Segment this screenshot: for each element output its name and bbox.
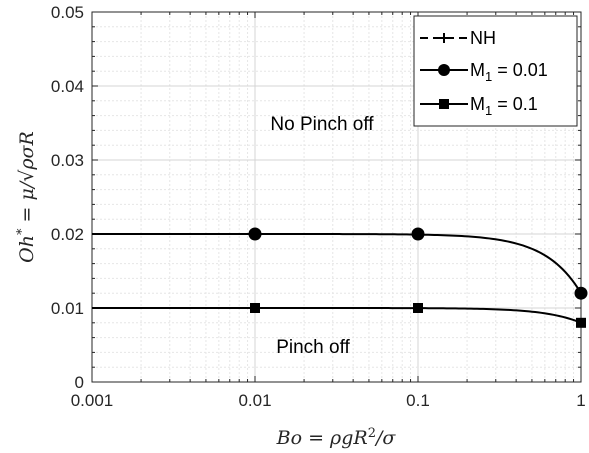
x-tick-label: 0.001 — [71, 391, 114, 410]
y-tick-label: 0.02 — [51, 225, 84, 244]
data-point-circle — [248, 227, 262, 241]
y-axis-label-group: Oh* = μ/√ρσR — [15, 131, 38, 263]
annotation-no-pinch-off: No Pinch off — [270, 114, 374, 135]
y-axis-label: Oh* = μ/√ρσR — [15, 131, 38, 263]
series-line-1 — [92, 233, 582, 294]
data-point-square — [576, 317, 586, 328]
series-layer — [92, 227, 588, 328]
y-tick-label: 0 — [75, 373, 84, 392]
axis-ticks: 0.001 0.01 0.1 1 0 0.01 0.02 0.03 0.04 0.05 — [51, 3, 586, 410]
x-tick-label: 1 — [576, 391, 585, 410]
y-tick-label: 0.04 — [51, 77, 84, 96]
data-point-circle — [411, 227, 425, 241]
plot-area — [91, 11, 582, 383]
legend-item-nh: NH — [420, 28, 496, 48]
legend-marker-plus — [439, 33, 449, 43]
data-point-square — [413, 303, 423, 313]
x-tick-label: 0.1 — [406, 391, 430, 410]
y-tick-label: 0.01 — [51, 299, 84, 318]
legend-marker-square — [439, 99, 449, 109]
x-tick-label: 0.01 — [238, 391, 271, 410]
legend-marker-circle — [438, 64, 450, 76]
legend-label-nh: NH — [470, 28, 496, 48]
y-tick-label: 0.05 — [51, 3, 84, 22]
legend: NH M1 = 0.01 M1 = 0.1 — [413, 15, 578, 127]
data-point-square — [250, 303, 260, 313]
series-line-2 — [92, 307, 582, 324]
y-tick-label: 0.03 — [51, 151, 84, 170]
x-axis-label: Bo = ρgR2/σ — [276, 426, 397, 449]
annotation-pinch-off: Pinch off — [276, 337, 350, 358]
grid — [91, 12, 581, 382]
data-point-circle — [574, 286, 588, 300]
